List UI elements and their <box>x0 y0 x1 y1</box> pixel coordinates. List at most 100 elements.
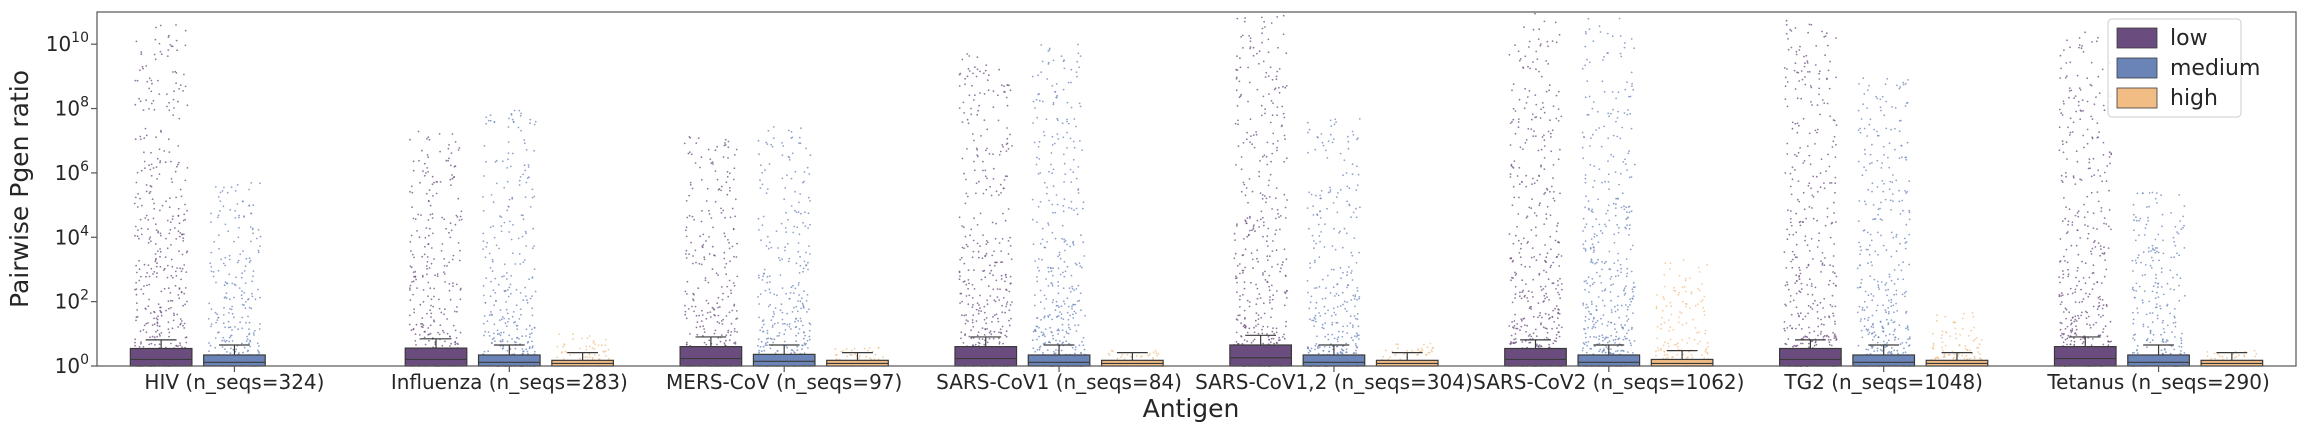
point <box>230 334 233 337</box>
point <box>768 163 771 165</box>
point <box>797 282 800 284</box>
point <box>1064 173 1067 176</box>
point <box>995 222 997 225</box>
point <box>2068 90 2071 92</box>
point <box>522 218 525 221</box>
point <box>968 55 971 57</box>
point <box>963 280 966 283</box>
point <box>761 279 764 281</box>
point <box>717 314 720 317</box>
point <box>1531 183 1533 186</box>
point <box>1819 70 1821 73</box>
point <box>757 139 760 142</box>
point <box>1819 113 1821 116</box>
point <box>1010 317 1012 320</box>
point <box>439 181 442 183</box>
point <box>518 109 521 112</box>
point <box>790 177 793 180</box>
point <box>140 169 143 172</box>
point <box>1785 304 1787 307</box>
point <box>439 150 441 153</box>
point <box>781 287 784 289</box>
point <box>1531 247 1534 250</box>
point <box>809 154 812 157</box>
point <box>531 196 534 199</box>
point <box>217 316 220 319</box>
point <box>518 253 521 255</box>
point <box>1075 71 1078 73</box>
point <box>173 312 175 315</box>
point <box>1052 334 1054 337</box>
point <box>225 292 228 295</box>
point <box>150 90 153 93</box>
point <box>495 244 498 247</box>
point <box>1281 263 1284 266</box>
point <box>971 256 974 259</box>
point <box>724 138 727 141</box>
point <box>973 169 976 172</box>
point <box>758 351 760 354</box>
point <box>2098 295 2101 298</box>
point <box>2064 260 2066 262</box>
point <box>1077 192 1080 194</box>
point <box>2074 301 2077 303</box>
point <box>502 345 505 348</box>
point <box>233 240 235 243</box>
point <box>2071 328 2074 330</box>
point <box>1252 54 1255 57</box>
point <box>523 142 526 145</box>
point <box>1831 146 1834 148</box>
point <box>1236 291 1238 294</box>
point <box>2062 277 2064 279</box>
point <box>1255 133 1258 136</box>
point <box>1004 311 1006 314</box>
point <box>975 320 978 322</box>
point <box>217 214 220 217</box>
point <box>994 261 996 264</box>
point <box>1253 338 1256 341</box>
point <box>531 345 534 348</box>
point <box>529 206 532 208</box>
point <box>1514 274 1517 276</box>
point <box>723 257 726 260</box>
point <box>1036 280 1039 283</box>
point <box>1256 52 1258 55</box>
point <box>1548 89 1550 92</box>
point <box>967 279 970 281</box>
point <box>181 320 183 322</box>
point <box>451 133 454 135</box>
point <box>1070 181 1073 184</box>
point <box>1542 106 1545 109</box>
point <box>1265 201 1267 204</box>
point <box>796 349 799 351</box>
point <box>773 338 776 341</box>
point <box>521 235 524 238</box>
point <box>1820 323 1823 326</box>
point <box>1238 314 1241 317</box>
point <box>807 227 809 229</box>
point <box>184 179 187 182</box>
point <box>455 283 458 286</box>
point <box>701 209 703 212</box>
point <box>170 342 172 345</box>
point <box>243 291 246 294</box>
point <box>2099 245 2102 248</box>
point <box>484 301 487 304</box>
point <box>732 282 735 284</box>
point <box>1262 342 1264 345</box>
point <box>802 181 804 184</box>
point <box>1800 288 1803 290</box>
point <box>1536 343 1538 346</box>
point <box>415 278 417 281</box>
point <box>152 273 154 275</box>
point <box>1266 255 1269 258</box>
point <box>718 306 721 308</box>
point <box>963 262 966 265</box>
point <box>1064 270 1067 273</box>
point <box>148 283 151 286</box>
point <box>2089 324 2091 326</box>
point <box>1545 90 1548 93</box>
point <box>2085 292 2087 295</box>
point <box>1258 226 1260 228</box>
point <box>695 142 698 145</box>
